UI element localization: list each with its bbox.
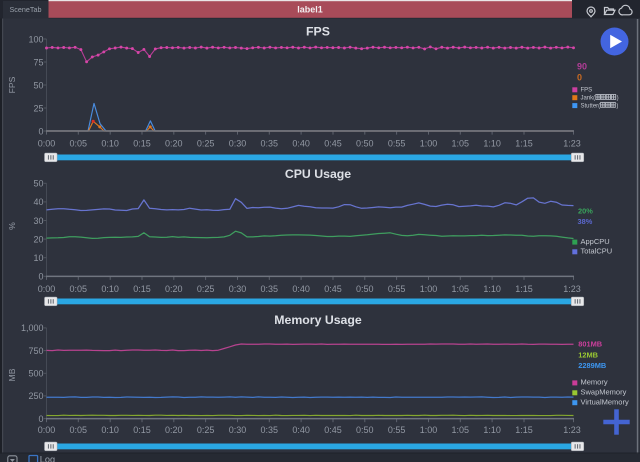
svg-text:750: 750 <box>28 346 43 356</box>
svg-text:801MB: 801MB <box>578 340 602 349</box>
svg-text:0:15: 0:15 <box>133 139 151 149</box>
svg-text:0:15: 0:15 <box>133 425 151 435</box>
svg-text:0:30: 0:30 <box>229 284 247 294</box>
svg-text:SwapMemory: SwapMemory <box>581 388 627 397</box>
svg-text:100: 100 <box>28 34 43 44</box>
svg-text:0:45: 0:45 <box>324 284 342 294</box>
svg-text:90: 90 <box>577 62 587 72</box>
svg-text:0:35: 0:35 <box>261 284 279 294</box>
svg-text:30: 30 <box>33 216 43 226</box>
svg-text:0:00: 0:00 <box>38 284 56 294</box>
svg-text:FPS: FPS <box>7 76 17 93</box>
svg-text:0:00: 0:00 <box>38 425 56 435</box>
svg-text:Log: Log <box>40 455 55 462</box>
svg-text:0:45: 0:45 <box>324 139 342 149</box>
svg-text:Jank(: Jank( <box>581 95 596 101</box>
svg-text:FPS: FPS <box>306 24 330 38</box>
svg-text:%: % <box>7 222 17 230</box>
svg-text:0:25: 0:25 <box>197 284 215 294</box>
svg-text:0: 0 <box>577 73 582 83</box>
svg-text:0:05: 0:05 <box>70 139 88 149</box>
svg-text:0:30: 0:30 <box>229 139 247 149</box>
svg-text:0:35: 0:35 <box>261 139 279 149</box>
svg-text:): ) <box>617 95 619 101</box>
svg-text:1:10: 1:10 <box>483 425 501 435</box>
svg-text:0: 0 <box>38 414 43 424</box>
svg-text:12MB: 12MB <box>578 350 598 359</box>
svg-text:0:50: 0:50 <box>356 425 374 435</box>
svg-text:50: 50 <box>33 80 43 90</box>
svg-text:FPS: FPS <box>581 88 593 94</box>
svg-text:0:40: 0:40 <box>292 425 310 435</box>
svg-text:VirtualMemory: VirtualMemory <box>581 397 629 406</box>
svg-text:1:10: 1:10 <box>483 284 501 294</box>
svg-text:50: 50 <box>33 179 43 189</box>
svg-text:MB: MB <box>7 368 17 381</box>
svg-text:1,000: 1,000 <box>21 323 44 333</box>
svg-text:): ) <box>616 103 618 109</box>
svg-text:1:23: 1:23 <box>563 139 581 149</box>
svg-text:20: 20 <box>33 234 43 244</box>
svg-text:0:55: 0:55 <box>388 139 406 149</box>
svg-text:1:00: 1:00 <box>420 139 438 149</box>
svg-text:label1: label1 <box>297 5 323 15</box>
svg-text:20%: 20% <box>578 207 593 216</box>
svg-text:25: 25 <box>33 103 43 113</box>
svg-text:1:05: 1:05 <box>452 425 470 435</box>
svg-text:0:20: 0:20 <box>165 284 183 294</box>
svg-text:0:05: 0:05 <box>70 425 88 435</box>
svg-text:1:15: 1:15 <box>515 284 533 294</box>
svg-text:0:00: 0:00 <box>38 139 56 149</box>
svg-text:0:20: 0:20 <box>165 425 183 435</box>
svg-text:1:15: 1:15 <box>515 425 533 435</box>
svg-text:TotalCPU: TotalCPU <box>581 247 613 256</box>
svg-text:500: 500 <box>28 369 43 379</box>
svg-text:0:50: 0:50 <box>356 284 374 294</box>
svg-text:0:15: 0:15 <box>133 284 151 294</box>
svg-text:0:30: 0:30 <box>229 425 247 435</box>
svg-text:0:45: 0:45 <box>324 425 342 435</box>
svg-text:0:25: 0:25 <box>197 425 215 435</box>
svg-text:1:10: 1:10 <box>483 139 501 149</box>
svg-text:0:40: 0:40 <box>292 284 310 294</box>
svg-text:1:05: 1:05 <box>452 139 470 149</box>
svg-text:0:20: 0:20 <box>165 139 183 149</box>
svg-text:0:40: 0:40 <box>292 139 310 149</box>
svg-text:0:10: 0:10 <box>101 284 119 294</box>
svg-text:75: 75 <box>33 57 43 67</box>
svg-text:Stutter(: Stutter( <box>581 103 601 109</box>
svg-text:0:10: 0:10 <box>101 139 119 149</box>
svg-text:0:55: 0:55 <box>388 425 406 435</box>
svg-text:0: 0 <box>38 272 43 282</box>
svg-text:0:10: 0:10 <box>101 425 119 435</box>
svg-text:1:00: 1:00 <box>420 284 438 294</box>
svg-text:1:23: 1:23 <box>563 284 581 294</box>
svg-text:10: 10 <box>33 253 43 263</box>
svg-text:1:15: 1:15 <box>515 139 533 149</box>
svg-text:CPU Usage: CPU Usage <box>285 167 351 181</box>
svg-text:0:55: 0:55 <box>388 284 406 294</box>
svg-text:250: 250 <box>28 391 43 401</box>
svg-text:2289MB: 2289MB <box>578 361 606 370</box>
svg-text:Memory: Memory <box>581 378 608 387</box>
svg-text:0:25: 0:25 <box>197 139 215 149</box>
svg-text:1:23: 1:23 <box>563 425 581 435</box>
svg-text:0:50: 0:50 <box>356 139 374 149</box>
svg-text:1:00: 1:00 <box>420 425 438 435</box>
svg-text:38%: 38% <box>578 217 593 226</box>
svg-text:0:05: 0:05 <box>70 284 88 294</box>
svg-text:0: 0 <box>38 126 43 136</box>
svg-text:SceneTab: SceneTab <box>10 5 42 14</box>
svg-text:AppCPU: AppCPU <box>581 237 610 246</box>
svg-text:0:35: 0:35 <box>261 425 279 435</box>
svg-text:40: 40 <box>33 197 43 207</box>
svg-text:Memory Usage: Memory Usage <box>274 313 362 327</box>
svg-text:1:05: 1:05 <box>452 284 470 294</box>
